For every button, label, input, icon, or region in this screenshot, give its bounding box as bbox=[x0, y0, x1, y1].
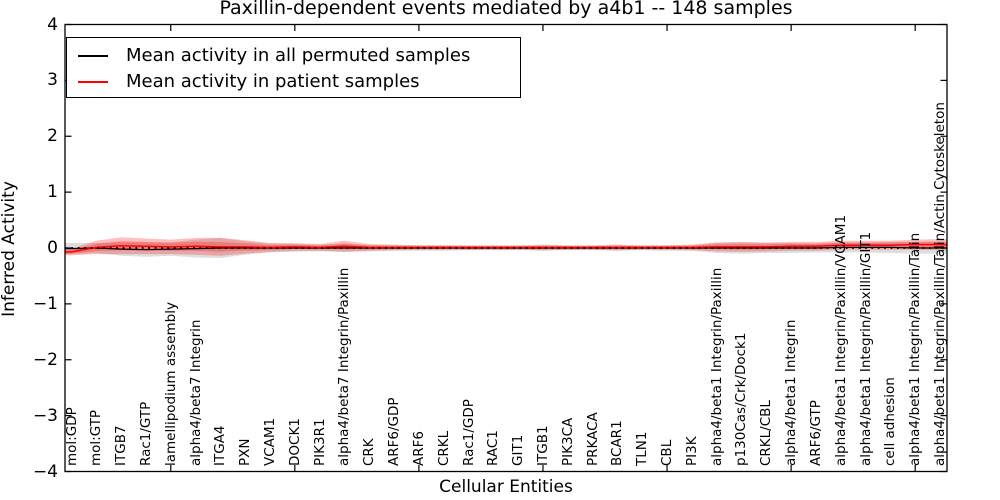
legend-line-black bbox=[78, 55, 108, 57]
y-tick-label: 4 bbox=[47, 14, 58, 35]
chart-title: Paxillin-dependent events mediated by a4… bbox=[219, 0, 793, 19]
x-tick-label: PI3K bbox=[683, 436, 700, 466]
x-tick-label: cell adhesion bbox=[882, 377, 899, 466]
y-tick-label: −3 bbox=[32, 405, 58, 426]
x-tick-label: ARF6 bbox=[410, 431, 427, 466]
x-tick-label: PIK3CA bbox=[559, 417, 576, 466]
y-tick-label: −2 bbox=[32, 349, 58, 370]
x-tick-label: CBL bbox=[659, 439, 676, 466]
x-tick-label: alpha4/beta1 Integrin/Paxillin/VCAM1 bbox=[832, 214, 849, 466]
mean-line-patient bbox=[65, 243, 947, 253]
x-tick-label: ITGA4 bbox=[212, 425, 229, 466]
x-tick-label: alpha4/beta1 Integrin/Paxillin/Talin bbox=[907, 232, 924, 466]
x-tick-label: RAC1 bbox=[485, 430, 502, 466]
y-tick-label: 0 bbox=[47, 238, 58, 258]
x-tick-label: TLN1 bbox=[634, 431, 651, 466]
x-tick-label: Rac1/GTP bbox=[137, 401, 154, 466]
x-tick-label: mol:GTP bbox=[88, 409, 105, 466]
x-tick-label: PIK3R1 bbox=[311, 418, 328, 466]
x-tick-label: BCAR1 bbox=[609, 420, 626, 466]
x-tick-label: p130Cas/Crk/Dock1 bbox=[733, 332, 750, 466]
legend-item-patient: Mean activity in patient samples bbox=[67, 68, 520, 96]
x-tick-label: VCAM1 bbox=[262, 417, 278, 466]
band-patient bbox=[65, 237, 947, 256]
x-tick-label: alpha4/beta1 Integrin/Paxillin/Talin/Act… bbox=[932, 102, 948, 466]
y-tick-label: 1 bbox=[47, 182, 58, 203]
x-tick-label: ARF6/GDP bbox=[386, 397, 403, 466]
x-tick-label: ITGB7 bbox=[113, 425, 130, 466]
x-tick-label: CRK bbox=[361, 438, 378, 466]
x-tick-label: alpha4/beta1 Integrin bbox=[783, 319, 800, 466]
y-tick-label: −1 bbox=[32, 293, 58, 314]
y-tick-label: 3 bbox=[47, 70, 58, 91]
legend-item-permuted: Mean activity in all permuted samples bbox=[67, 42, 520, 70]
x-tick-label: ARF6/GTP bbox=[807, 400, 824, 466]
x-tick-label: GIT1 bbox=[510, 434, 527, 466]
plot-frame bbox=[64, 23, 948, 473]
x-axis-label: Cellular Entities bbox=[439, 477, 573, 497]
y-tick-label: 2 bbox=[47, 126, 58, 147]
x-tick-label: alpha4/beta1 Integrin/Paxillin bbox=[708, 267, 725, 466]
legend-label: Mean activity in patient samples bbox=[126, 71, 420, 92]
y-tick-label: −4 bbox=[32, 461, 58, 482]
x-tick-label: PRKACA bbox=[584, 412, 601, 466]
x-tick-label: alpha4/beta7 Integrin/Paxillin bbox=[336, 267, 353, 466]
x-tick-label: PXN bbox=[237, 438, 254, 467]
x-tick-label: ITGB1 bbox=[534, 425, 551, 466]
x-tick-label: mol:GDP bbox=[63, 407, 80, 466]
x-tick-label: alpha4/beta1 Integrin/Paxillin/GIT1 bbox=[857, 231, 874, 466]
x-tick-label: DOCK1 bbox=[286, 418, 303, 466]
x-tick-label: Rac1/GDP bbox=[460, 399, 477, 466]
legend: Mean activity in all permuted samples Me… bbox=[66, 37, 521, 98]
legend-line-red bbox=[78, 81, 108, 83]
x-tick-label: lamellipodium assembly bbox=[162, 302, 179, 466]
x-tick-label: alpha4/beta7 Integrin bbox=[187, 319, 204, 466]
x-tick-label: CRKL bbox=[435, 430, 452, 466]
x-tick-label: CRKL/CBL bbox=[758, 400, 775, 466]
legend-label: Mean activity in all permuted samples bbox=[126, 45, 471, 66]
